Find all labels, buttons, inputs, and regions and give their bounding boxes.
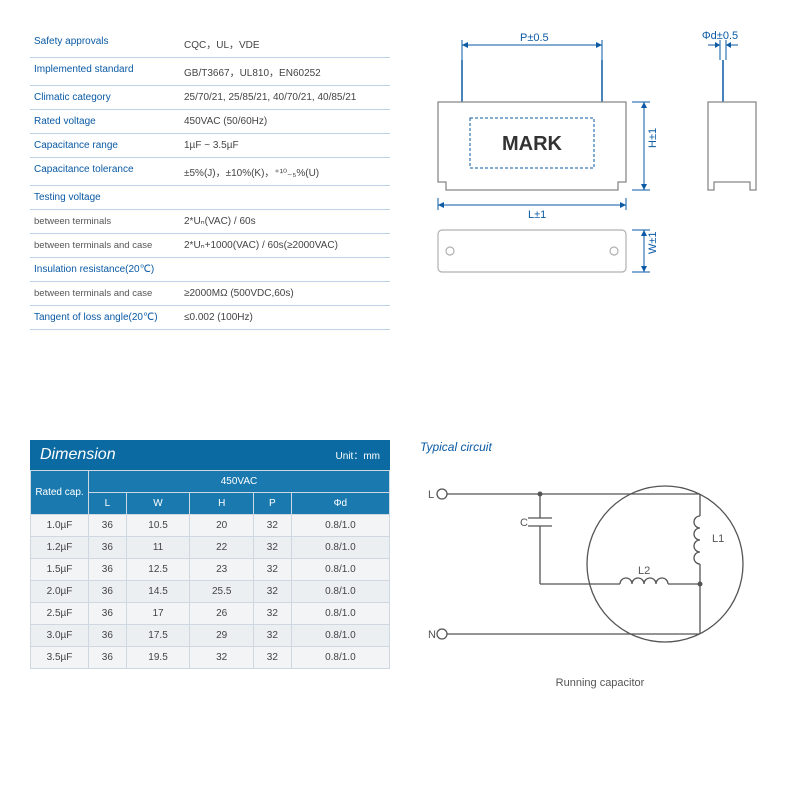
dim-cell: 36 (89, 603, 127, 625)
dim-cell: 14.5 (126, 581, 190, 603)
dim-cell: 32 (190, 647, 254, 669)
dim-cell: 25.5 (190, 581, 254, 603)
dim-cell: 10.5 (126, 515, 190, 537)
dim-cell: 36 (89, 647, 127, 669)
dim-cap-cell: 3.5µF (31, 647, 89, 669)
dim-cell: 32 (254, 603, 292, 625)
dim-cell: 32 (254, 515, 292, 537)
label-l: L (428, 489, 434, 501)
dim-cell: 12.5 (126, 559, 190, 581)
spec-value: CQC，UL，VDE (180, 30, 390, 58)
dim-cell: 36 (89, 581, 127, 603)
typical-circuit-block: Typical circuit L N C L2 L1 (420, 440, 780, 700)
spec-value: GB/T3667，UL810，EN60252 (180, 58, 390, 86)
spec-label: Safety approvals (30, 30, 180, 58)
dim-cell: 0.8/1.0 (291, 603, 389, 625)
dim-cap-cell: 2.5µF (31, 603, 89, 625)
dim-cell: 17 (126, 603, 190, 625)
spec-label: between terminals and case (30, 234, 180, 258)
label-n: N (428, 629, 436, 641)
dim-cell: 32 (254, 647, 292, 669)
dim-label-h: H±1 (647, 128, 659, 148)
dim-cap-cell: 3.0µF (31, 625, 89, 647)
label-l2: L2 (638, 565, 650, 577)
dim-label-l: L±1 (528, 209, 546, 221)
spec-label: Capacitance range (30, 134, 180, 158)
dimension-unit: Unit：mm (336, 447, 380, 462)
dim-col-header: Φd (291, 493, 389, 515)
spec-value: 25/70/21, 25/85/21, 40/70/21, 40/85/21 (180, 86, 390, 110)
specifications-table: Safety approvalsCQC，UL，VDEImplemented st… (30, 30, 390, 330)
spec-label: Tangent of loss angle(20℃) (30, 306, 180, 330)
dim-volt-header: 450VAC (89, 471, 390, 493)
spec-value: ≤0.002 (100Hz) (180, 306, 390, 330)
mark-label: MARK (502, 133, 563, 155)
spec-value: 1µF ~ 3.5µF (180, 134, 390, 158)
dim-cell: 17.5 (126, 625, 190, 647)
dim-cell: 36 (89, 625, 127, 647)
spec-value: 450VAC (50/60Hz) (180, 110, 390, 134)
dim-cell: 0.8/1.0 (291, 647, 389, 669)
dim-rated-cap-header: Rated cap. (31, 471, 89, 515)
dim-cell: 0.8/1.0 (291, 581, 389, 603)
dim-col-header: H (190, 493, 254, 515)
dim-cell: 0.8/1.0 (291, 559, 389, 581)
dim-cell: 0.8/1.0 (291, 625, 389, 647)
mechanical-diagrams: P±0.5 MARK H±1 L±1 W±1 Φd±0.5 (420, 30, 780, 290)
dim-col-header: L (89, 493, 127, 515)
dim-label-p: P±0.5 (520, 32, 549, 44)
label-c: C (520, 517, 528, 529)
spec-value (180, 186, 390, 210)
spec-label: between terminals (30, 210, 180, 234)
label-l1: L1 (712, 533, 724, 545)
dim-cap-cell: 2.0µF (31, 581, 89, 603)
spec-value: 2*Uₙ+1000(VAC) / 60s(≥2000VAC) (180, 234, 390, 258)
dim-cell: 32 (254, 625, 292, 647)
circuit-caption: Running capacitor (420, 677, 780, 689)
spec-label: Capacitance tolerance (30, 158, 180, 186)
typical-circuit-diagram: L N C L2 L1 (420, 464, 760, 664)
dim-cell: 22 (190, 537, 254, 559)
dimension-title: Dimension (40, 446, 116, 464)
dim-label-w: W±1 (647, 231, 659, 254)
dim-cell: 23 (190, 559, 254, 581)
dim-cell: 26 (190, 603, 254, 625)
dim-cell: 20 (190, 515, 254, 537)
spec-value (180, 258, 390, 282)
spec-label: Climatic category (30, 86, 180, 110)
spec-value: ±5%(J)，±10%(K)，⁺¹⁰₋₅%(U) (180, 158, 390, 186)
dim-label-phid: Φd±0.5 (702, 30, 738, 42)
spec-label: between terminals and case (30, 282, 180, 306)
dim-cap-cell: 1.0µF (31, 515, 89, 537)
dim-cell: 36 (89, 515, 127, 537)
dim-cell: 0.8/1.0 (291, 515, 389, 537)
spec-label: Rated voltage (30, 110, 180, 134)
dim-cell: 29 (190, 625, 254, 647)
dim-cell: 32 (254, 559, 292, 581)
dim-cell: 32 (254, 581, 292, 603)
dim-cell: 36 (89, 537, 127, 559)
dim-col-header: W (126, 493, 190, 515)
dim-cell: 19.5 (126, 647, 190, 669)
dim-col-header: P (254, 493, 292, 515)
typical-circuit-title: Typical circuit (420, 440, 780, 454)
spec-label: Testing voltage (30, 186, 180, 210)
dim-cell: 11 (126, 537, 190, 559)
spec-label: Implemented standard (30, 58, 180, 86)
dim-cap-cell: 1.5µF (31, 559, 89, 581)
dim-cell: 36 (89, 559, 127, 581)
dimension-block: Dimension Unit：mm Rated cap. 450VAC LWHP… (30, 440, 390, 669)
dim-cell: 32 (254, 537, 292, 559)
spec-label: Insulation resistance(20℃) (30, 258, 180, 282)
spec-value: ≥2000MΩ (500VDC,60s) (180, 282, 390, 306)
dim-cap-cell: 1.2µF (31, 537, 89, 559)
dim-cell: 0.8/1.0 (291, 537, 389, 559)
dimension-table: Rated cap. 450VAC LWHPΦd 1.0µF3610.52032… (30, 470, 390, 669)
spec-value: 2*Uₙ(VAC) / 60s (180, 210, 390, 234)
